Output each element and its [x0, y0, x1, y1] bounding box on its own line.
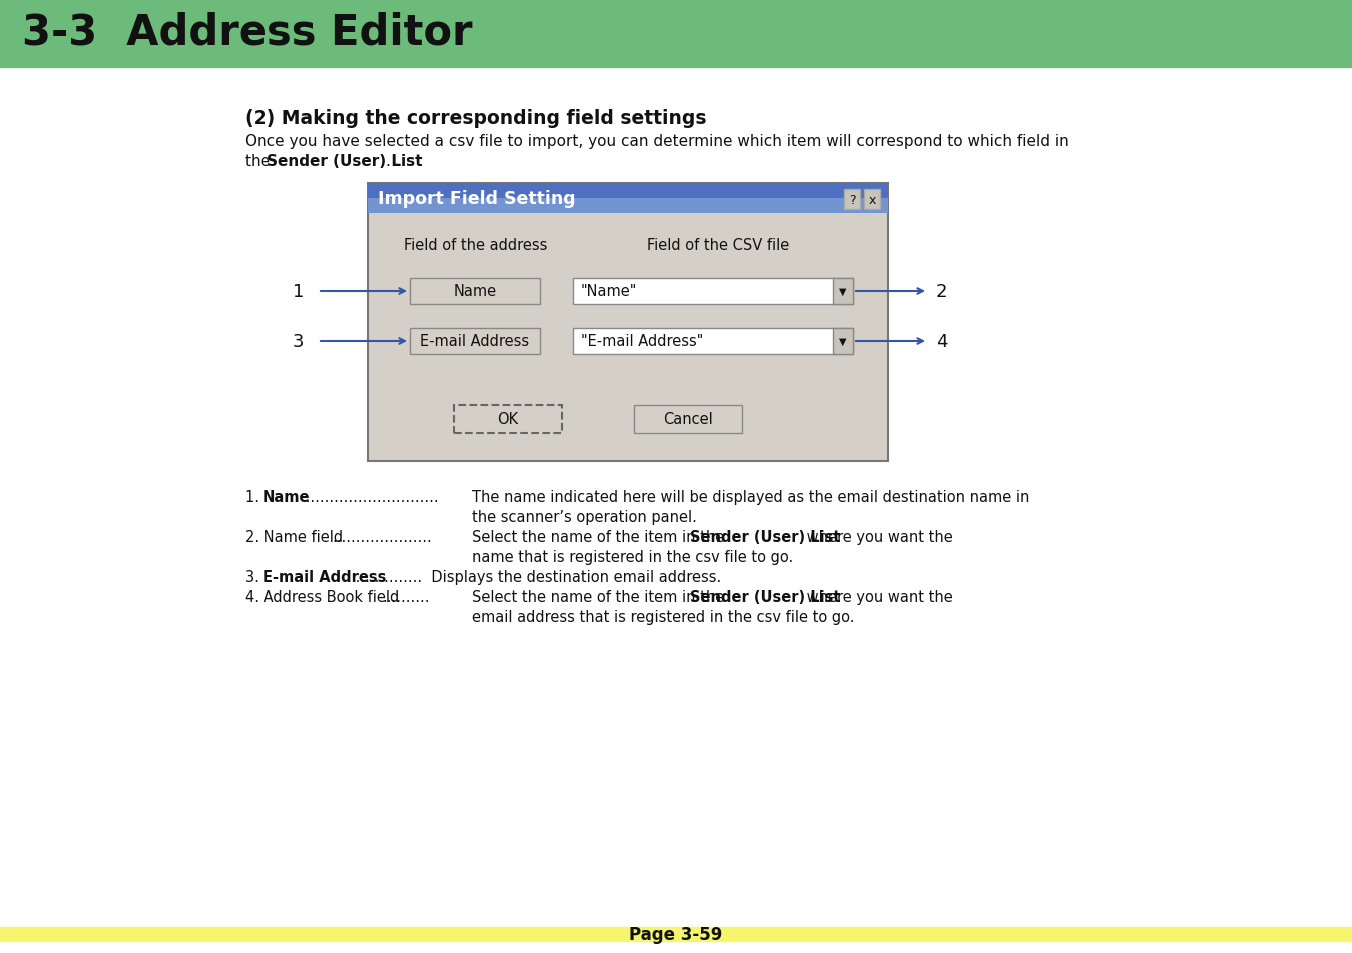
Bar	[833, 329, 853, 355]
Text: The name indicated here will be displayed as the email destination name in: The name indicated here will be displaye…	[472, 490, 1029, 504]
Text: Import Field Setting: Import Field Setting	[379, 190, 576, 208]
Text: Name: Name	[453, 284, 496, 299]
Bar	[864, 190, 880, 210]
Bar	[368, 184, 888, 461]
Bar	[410, 329, 539, 355]
Bar	[573, 278, 853, 305]
Text: email address that is registered in the csv file to go.: email address that is registered in the …	[472, 609, 854, 624]
Text: Sender (User) List: Sender (User) List	[266, 153, 422, 169]
Text: where you want the: where you want the	[802, 589, 953, 604]
Bar	[844, 190, 860, 210]
Bar	[368, 199, 888, 213]
Text: OK: OK	[498, 412, 519, 427]
Text: Select the name of the item in the: Select the name of the item in the	[472, 589, 729, 604]
Text: .: .	[385, 153, 389, 169]
Bar	[0, 0, 1352, 68]
Text: ▼: ▼	[840, 287, 846, 296]
Text: Field of the address: Field of the address	[404, 238, 548, 253]
Text: ..............  Displays the destination email address.: .............. Displays the destination …	[352, 569, 721, 584]
Text: Cancel: Cancel	[662, 412, 713, 427]
Text: "Name": "Name"	[581, 284, 637, 299]
Text: Sender (User) List: Sender (User) List	[690, 530, 841, 544]
Text: Once you have selected a csv file to import, you can determine which item will c: Once you have selected a csv file to imp…	[245, 133, 1068, 149]
Bar	[573, 329, 853, 355]
Text: ..........: ..........	[383, 589, 430, 604]
Bar	[0, 927, 1352, 941]
Text: 1.: 1.	[245, 490, 264, 504]
Text: ▼: ▼	[840, 336, 846, 347]
Text: ............................: ............................	[301, 490, 438, 504]
Text: where you want the: where you want the	[802, 530, 953, 544]
Text: 3-3  Address Editor: 3-3 Address Editor	[22, 11, 472, 53]
Text: ?: ?	[849, 193, 856, 206]
Text: .....................: .....................	[333, 530, 431, 544]
Text: 3: 3	[292, 333, 304, 351]
Bar	[833, 278, 853, 305]
Text: the: the	[245, 153, 274, 169]
Text: 2: 2	[936, 283, 948, 301]
Text: x: x	[868, 193, 876, 206]
Text: 4. Address Book field: 4. Address Book field	[245, 589, 404, 604]
Text: name that is registered in the csv file to go.: name that is registered in the csv file …	[472, 550, 794, 564]
Text: Page 3-59: Page 3-59	[629, 925, 723, 943]
Text: (2) Making the corresponding field settings: (2) Making the corresponding field setti…	[245, 109, 707, 128]
Text: 3.: 3.	[245, 569, 264, 584]
Bar	[454, 406, 562, 434]
Text: Sender (User) List: Sender (User) List	[690, 589, 841, 604]
Text: "E-mail Address": "E-mail Address"	[581, 335, 703, 349]
Text: Select the name of the item in the: Select the name of the item in the	[472, 530, 729, 544]
Text: Name: Name	[264, 490, 311, 504]
Text: E-mail Address: E-mail Address	[264, 569, 387, 584]
Text: 1: 1	[292, 283, 304, 301]
Text: 2. Name field: 2. Name field	[245, 530, 347, 544]
Text: 4: 4	[936, 333, 948, 351]
Bar	[368, 184, 888, 213]
Bar	[410, 278, 539, 305]
Text: Field of the CSV file: Field of the CSV file	[646, 238, 790, 253]
Bar	[634, 406, 742, 434]
Text: E-mail Address: E-mail Address	[420, 335, 530, 349]
Text: the scanner’s operation panel.: the scanner’s operation panel.	[472, 510, 696, 524]
